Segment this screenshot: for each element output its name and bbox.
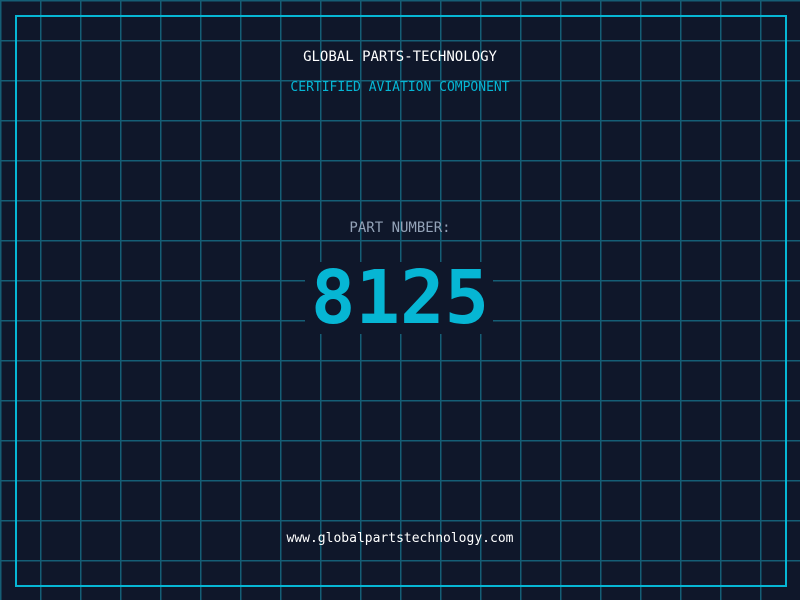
certification-subtitle: CERTIFIED AVIATION COMPONENT <box>290 80 510 95</box>
part-number-value: 8125 <box>310 255 490 341</box>
part-number-backdrop <box>305 262 493 334</box>
company-title: GLOBAL PARTS-TECHNOLOGY <box>303 49 497 65</box>
website-link[interactable]: www.globalpartstechnology.com <box>286 531 514 546</box>
part-number-label: PART NUMBER: <box>349 220 451 236</box>
border-frame <box>15 15 787 587</box>
